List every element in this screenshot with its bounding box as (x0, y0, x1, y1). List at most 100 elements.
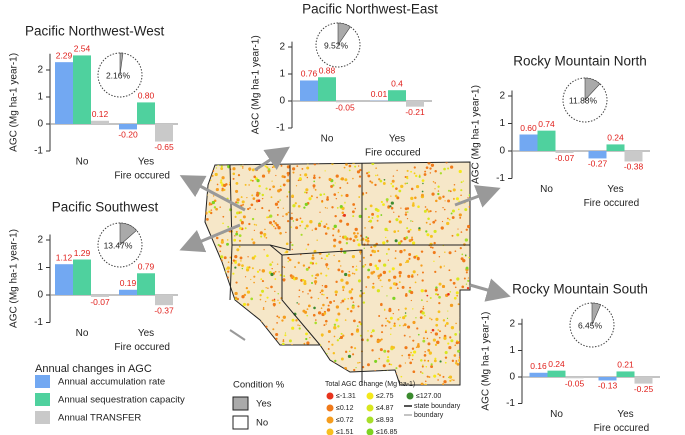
chart-title: Pacific Southwest (52, 200, 159, 215)
map-dot (457, 303, 460, 306)
map-dot (291, 248, 293, 251)
map-dot (285, 242, 289, 246)
map-dot (303, 381, 306, 384)
map-dot (370, 226, 374, 229)
map-dot (378, 277, 380, 280)
map-dot (313, 280, 318, 284)
map-dot (250, 203, 254, 207)
map-dot (468, 256, 470, 259)
map-dot (462, 301, 466, 305)
arrow (179, 223, 241, 253)
map-dot (331, 206, 334, 209)
map-dot (434, 332, 438, 336)
map-dot (265, 187, 268, 190)
map-dot (381, 324, 384, 327)
map-dot (211, 174, 214, 177)
map-dot (467, 279, 470, 282)
map-dot (260, 235, 263, 238)
map-dot (344, 272, 348, 277)
map-dot (215, 167, 218, 169)
map-dot (447, 199, 451, 203)
map-dot (374, 207, 378, 211)
map-dot (428, 351, 433, 355)
map-dot (234, 346, 237, 349)
value-label: 1.12 (56, 252, 73, 262)
bar (529, 372, 548, 377)
map-dot (235, 311, 239, 315)
map-dot (295, 218, 299, 222)
x-axis-label: Fire occured (584, 198, 640, 209)
bar (616, 371, 635, 377)
map-dot (228, 303, 233, 307)
map-dot (269, 263, 272, 266)
map-dot (313, 306, 316, 310)
map-dot (404, 307, 407, 310)
map-dot (418, 175, 421, 178)
map-dot (326, 207, 328, 209)
map-dot (326, 196, 329, 199)
map-dot (221, 376, 224, 379)
map-dot (274, 227, 277, 230)
map-dot (301, 167, 304, 170)
map-dot (427, 342, 431, 346)
map-dot (227, 301, 231, 305)
map-dot (293, 369, 296, 373)
map-dot (340, 302, 342, 304)
map-dot (421, 365, 424, 368)
map-dot (347, 298, 349, 300)
map-dot (349, 237, 352, 241)
map-dot (233, 238, 237, 242)
map-dot (407, 353, 411, 357)
map-dot (359, 260, 361, 262)
map-dot (358, 184, 362, 188)
map-dot (431, 328, 435, 332)
map-dot (234, 235, 236, 237)
state-line (229, 244, 233, 301)
map-dot (465, 334, 467, 337)
map-dot (325, 323, 327, 325)
map-legend-dot (366, 428, 374, 435)
value-label: -0.27 (588, 159, 608, 169)
map-dot (302, 264, 306, 267)
map-dot (388, 220, 392, 223)
map-dot (374, 183, 377, 187)
map-dot (224, 384, 227, 385)
map-dot (362, 265, 365, 268)
map-dot (291, 326, 295, 330)
map-dot (357, 243, 361, 247)
map-dot (359, 334, 362, 337)
map-dot (424, 206, 427, 208)
map-dot (346, 222, 350, 226)
map-dot (386, 295, 388, 297)
map-dot (322, 303, 325, 307)
map-dot (387, 230, 389, 232)
map-dot (449, 190, 452, 193)
map-dot (453, 354, 457, 357)
map-dot (215, 187, 219, 192)
map-dot (252, 241, 256, 245)
map-dot (383, 178, 386, 181)
map-dot (206, 341, 210, 345)
map-dot (390, 182, 393, 185)
map-dot (425, 329, 427, 332)
map-dot (421, 271, 424, 274)
map-dot (370, 334, 373, 338)
map-dot (378, 376, 382, 380)
map-dot (455, 197, 459, 201)
map-dot (326, 352, 328, 355)
map-dot (277, 200, 280, 203)
map-dot (304, 345, 308, 349)
map-dot (441, 284, 446, 289)
map-dot (354, 227, 358, 232)
map-dot (443, 265, 445, 267)
map-dot (219, 245, 222, 248)
map-dot (359, 168, 362, 172)
map-dot (338, 337, 341, 340)
map-dot (235, 362, 239, 366)
y-tick-label: 0 (37, 290, 43, 301)
map-dot (458, 358, 462, 363)
map-dot (423, 209, 427, 213)
y-axis-label: AGC (Mg ha-1 year-1) (471, 85, 482, 184)
map-dot (335, 174, 339, 178)
map-dot (239, 256, 243, 260)
